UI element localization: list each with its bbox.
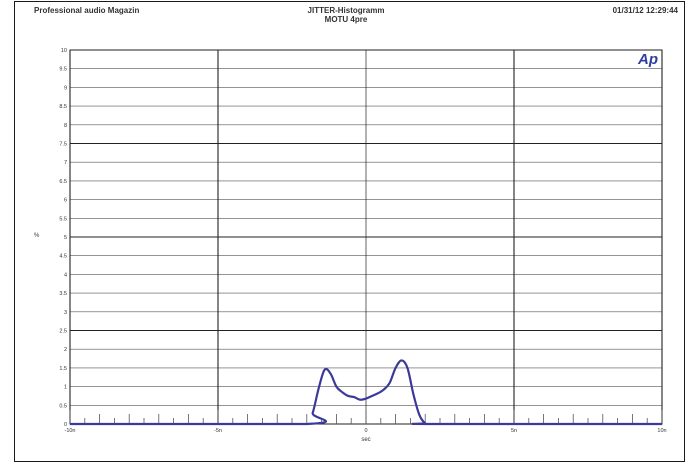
y-tick-label: 8	[64, 123, 67, 129]
chart-frame	[14, 1, 685, 462]
y-tick-label: 3	[64, 310, 67, 316]
x-axis-label: sec	[361, 437, 370, 443]
x-tick-label: -10n	[64, 428, 75, 434]
header-timestamp: 01/31/12 12:29:44	[612, 6, 678, 15]
chart-title: JITTER-Histogramm	[307, 6, 385, 15]
header-brand: Professional audio Magazin	[34, 6, 140, 15]
y-tick-label: 9.5	[59, 67, 67, 73]
y-tick-label: 5.5	[59, 216, 67, 222]
y-tick-label: 6.5	[59, 179, 67, 185]
y-tick-label: 1	[64, 385, 67, 391]
series-line	[70, 359, 662, 426]
chart-title-block: JITTER-Histogramm MOTU 4pre	[0, 6, 692, 24]
y-tick-label: 0.5	[59, 403, 67, 409]
y-tick-label: 1.5	[59, 366, 67, 372]
x-tick-label: 10n	[657, 428, 666, 434]
y-tick-label: 2	[64, 347, 67, 353]
x-tick-label: 5n	[511, 428, 517, 434]
y-tick-label: 5	[64, 235, 67, 241]
y-tick-label: 9	[64, 85, 67, 91]
y-tick-label: 6	[64, 198, 67, 204]
x-tick-label: -5n	[214, 428, 222, 434]
y-tick-label: 0	[64, 422, 67, 428]
y-tick-label: 7	[64, 160, 67, 166]
y-tick-label: 3.5	[59, 291, 67, 297]
y-tick-label: 7.5	[59, 142, 67, 148]
y-tick-label: 2.5	[59, 329, 67, 335]
x-tick-label: 0	[364, 428, 367, 434]
chart-subtitle: MOTU 4pre	[324, 15, 368, 24]
ap-logo: Ap	[637, 51, 658, 68]
y-tick-label: 10	[61, 48, 67, 54]
y-tick-label: 8.5	[59, 104, 67, 110]
y-axis-label: %	[34, 233, 40, 239]
y-tick-label: 4	[64, 272, 67, 278]
y-tick-label: 4.5	[59, 254, 67, 260]
